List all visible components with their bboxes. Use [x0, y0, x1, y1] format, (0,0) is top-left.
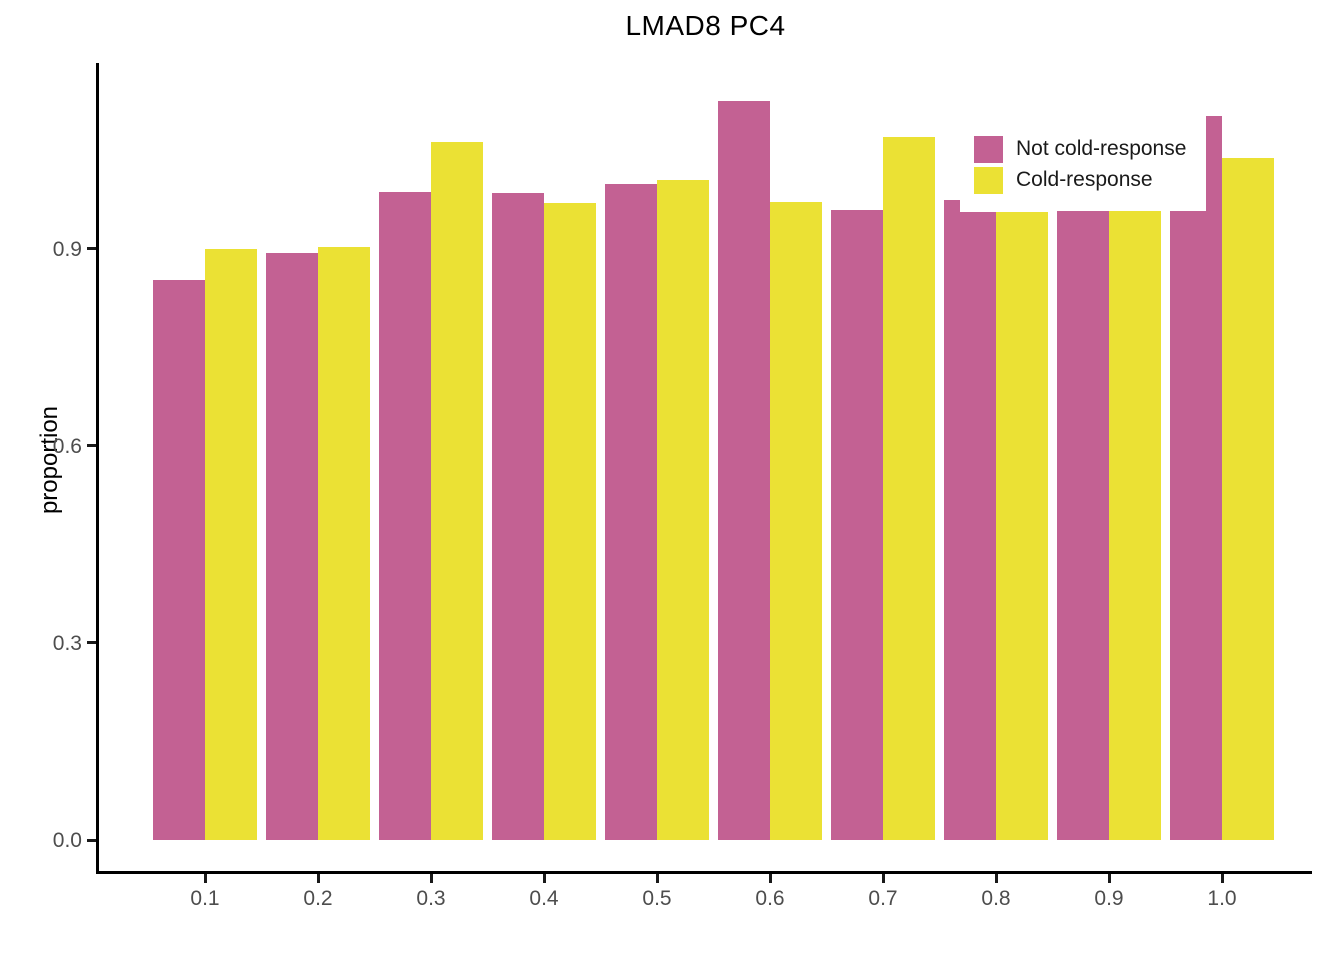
x-tick — [1220, 874, 1224, 883]
legend-swatch-cold-response — [974, 166, 1003, 194]
legend-label: Cold-response — [1016, 168, 1153, 191]
y-tick-label: 0.9 — [52, 237, 82, 261]
x-tick-label: 0.4 — [529, 887, 559, 910]
bar-not-cold-response-0.2 — [266, 252, 318, 840]
y-tick-label: 0.3 — [52, 631, 82, 655]
x-tick-label: 0.8 — [981, 887, 1011, 910]
x-tick — [994, 874, 998, 883]
bar-not-cold-response-0.5 — [605, 183, 657, 840]
bar-not-cold-response-0.7 — [831, 210, 883, 840]
bar-cold-response-1 — [1222, 157, 1274, 840]
bar-cold-response-0.5 — [657, 180, 709, 840]
x-tick — [655, 874, 659, 883]
bar-not-cold-response-0.9 — [1057, 210, 1109, 840]
x-tick-label: 0.5 — [642, 887, 672, 910]
chart-title: LMAD8 PC4 — [625, 10, 786, 41]
x-tick-label: 0.2 — [303, 887, 333, 910]
bar-not-cold-response-0.4 — [492, 193, 544, 840]
legend-item-cold-response: Cold-response — [974, 165, 1186, 195]
bar-cold-response-0.2 — [318, 246, 370, 840]
x-tick — [203, 874, 207, 883]
y-tick — [87, 444, 96, 448]
x-tick-label: 0.7 — [868, 887, 898, 910]
x-tick — [881, 874, 885, 883]
bar-cold-response-0.9 — [1109, 210, 1161, 840]
x-tick — [1107, 874, 1111, 883]
x-axis-line — [96, 871, 1312, 874]
x-tick — [542, 874, 546, 883]
bar-cold-response-0.1 — [205, 248, 257, 840]
legend-item-not-cold-response: Not cold-response — [974, 134, 1186, 164]
bar-cold-response-0.8 — [996, 211, 1048, 840]
x-tick-label: 0.1 — [190, 887, 220, 910]
bar-spike-1 — [1206, 116, 1222, 840]
legend-swatch-not-cold-response — [974, 135, 1003, 163]
x-tick — [768, 874, 772, 883]
x-tick — [429, 874, 433, 883]
y-tick — [87, 247, 96, 251]
y-axis-line — [96, 63, 99, 874]
y-tick-label: 0.6 — [52, 434, 82, 458]
bar-spike-0.8 — [944, 199, 960, 840]
bar-not-cold-response-0.1 — [153, 279, 205, 840]
y-tick-label: 0.0 — [52, 829, 82, 852]
y-tick — [87, 838, 96, 842]
x-tick-label: 1.0 — [1207, 887, 1237, 910]
bar-not-cold-response-0.3 — [379, 191, 431, 840]
bar-cold-response-0.4 — [544, 203, 596, 840]
x-tick-label: 0.6 — [755, 887, 785, 910]
x-tick — [316, 874, 320, 883]
bar-cold-response-0.7 — [883, 137, 935, 840]
legend-label: Not cold-response — [1016, 137, 1187, 160]
bar-cold-response-0.3 — [431, 141, 483, 840]
y-axis-title: proportion — [36, 405, 63, 515]
bar-not-cold-response-0.6 — [718, 101, 770, 840]
y-tick — [87, 641, 96, 645]
bar-cold-response-0.6 — [770, 202, 822, 840]
legend: Not cold-response Cold-response — [974, 134, 1186, 196]
x-tick-label: 0.9 — [1094, 887, 1124, 910]
x-tick-label: 0.3 — [416, 887, 446, 910]
